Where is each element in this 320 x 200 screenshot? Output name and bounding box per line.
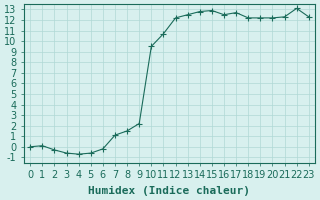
- X-axis label: Humidex (Indice chaleur): Humidex (Indice chaleur): [89, 186, 251, 196]
